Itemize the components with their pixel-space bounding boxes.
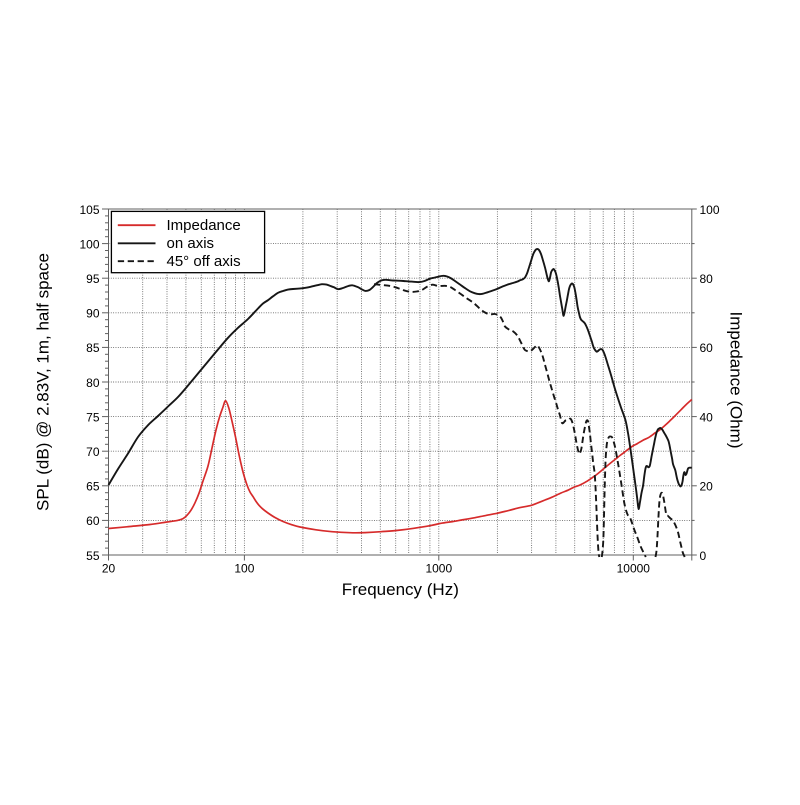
svg-text:95: 95 [86,272,100,286]
svg-text:60: 60 [86,514,100,528]
svg-text:20: 20 [102,562,116,576]
svg-text:100: 100 [700,203,720,217]
svg-text:20: 20 [700,480,714,494]
svg-text:Impedance (Ohm): Impedance (Ohm) [727,312,746,449]
svg-text:100: 100 [234,562,254,576]
svg-text:100: 100 [79,237,99,251]
svg-text:Impedance: Impedance [167,217,241,234]
svg-text:40: 40 [700,410,714,424]
svg-text:65: 65 [86,480,100,494]
svg-text:60: 60 [700,341,714,355]
svg-text:80: 80 [700,272,714,286]
svg-text:1000: 1000 [425,562,452,576]
svg-text:80: 80 [86,376,100,390]
svg-text:105: 105 [79,203,99,217]
svg-text:SPL (dB) @ 2.83V, 1m, half spa: SPL (dB) @ 2.83V, 1m, half space [34,253,53,511]
svg-text:55: 55 [86,549,100,563]
svg-text:85: 85 [86,341,100,355]
svg-text:90: 90 [86,307,100,321]
svg-text:75: 75 [86,410,100,424]
svg-text:Frequency (Hz): Frequency (Hz) [342,580,459,599]
svg-text:10000: 10000 [617,562,651,576]
svg-text:70: 70 [86,445,100,459]
svg-text:0: 0 [700,549,707,563]
svg-text:on axis: on axis [167,235,215,252]
svg-text:45° off axis: 45° off axis [167,253,241,270]
